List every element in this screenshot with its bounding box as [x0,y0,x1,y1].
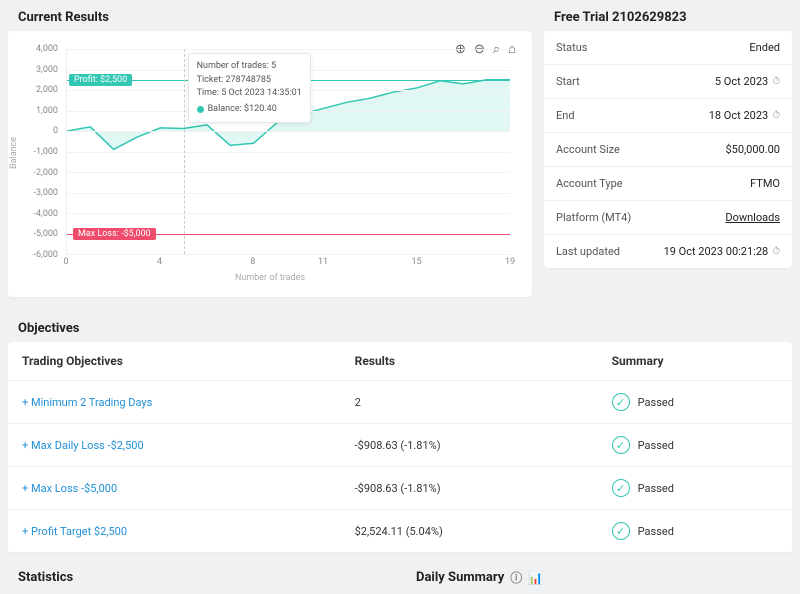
y-tick: 2,000 [36,85,58,95]
objective-link[interactable]: Max Loss -$5,000 [22,482,117,495]
objective-result: -$908.63 (-1.81%) [355,439,612,452]
objective-row: Max Daily Loss -$2,500 -$908.63 (-1.81%)✓… [8,424,792,467]
y-tick: -1,000 [34,147,59,157]
trial-row: Start 5 Oct 2023 ⏱ [544,65,792,99]
objective-result: 2 [355,396,612,409]
clock-icon: ⏱ [772,76,780,87]
y-tick: -3,000 [34,188,59,198]
trial-value: $50,000.00 [725,143,780,156]
trial-label: Account Size [556,143,620,156]
trial-row: Account Type FTMO [544,167,792,201]
check-icon: ✓ [612,436,630,454]
check-icon: ✓ [612,479,630,497]
objective-row: Max Loss -$5,000 -$908.63 (-1.81%)✓ Passed [8,467,792,510]
check-icon: ✓ [612,522,630,540]
profit-target-badge: Profit: $2,500 [69,74,132,86]
trial-row: End 18 Oct 2023 ⏱ [544,99,792,133]
objective-link[interactable]: Minimum 2 Trading Days [22,396,152,409]
x-axis-label: Number of trades [22,273,518,283]
y-tick: 3,000 [36,65,58,75]
downloads-link[interactable]: Downloads [725,211,780,224]
chart-panel: ⊕ ⊖ ⌕ ⌂ Balance 4,0003,0002,0001,0000-1,… [8,31,532,297]
check-icon: ✓ [612,393,630,411]
objective-link[interactable]: Profit Target $2,500 [22,525,127,538]
x-tick: 4 [157,257,162,267]
current-results-title: Current Results [8,0,532,31]
objective-summary: Passed [638,439,674,452]
x-tick: 11 [318,257,328,267]
objective-summary: Passed [638,482,674,495]
objective-row: Minimum 2 Trading Days 2✓ Passed [8,381,792,424]
objectives-header-b: Results [355,354,612,368]
objective-result: $2,524.11 (5.04%) [355,525,612,538]
objective-summary: Passed [638,525,674,538]
trial-row: Status Ended [544,31,792,65]
trial-label: Status [556,41,587,54]
trial-label: Platform (MT4) [556,211,631,224]
chart-tooltip: Number of trades: 5Ticket: 278748785Time… [188,53,311,123]
trial-label: End [556,109,575,122]
trial-row: Last updated 19 Oct 2023 00:21:28⏱ [544,235,792,268]
trial-value: FTMO [750,177,780,190]
trial-label: Account Type [556,177,623,190]
max-loss-badge: Max Loss: -$5,000 [73,228,156,240]
free-trial-title: Free Trial 2102629823 [544,0,792,31]
trial-value: 5 Oct 2023 [715,75,768,88]
x-tick: 8 [250,257,255,267]
objective-link[interactable]: Max Daily Loss -$2,500 [22,439,144,452]
y-tick: -6,000 [34,250,59,260]
x-tick: 19 [505,257,515,267]
y-tick: -2,000 [34,168,59,178]
y-tick: 0 [53,126,58,136]
chart-area: Balance 4,0003,0002,0001,0000-1,000-2,00… [22,49,518,279]
objectives-header-a: Trading Objectives [22,354,355,368]
trial-panel: Status Ended Start 5 Oct 2023 ⏱ End 18 Oct 202… [544,31,792,268]
objective-result: -$908.63 (-1.81%) [355,482,612,495]
trial-value: Ended [749,41,780,54]
trial-row: Account Size $50,000.00 [544,133,792,167]
objectives-table: Trading Objectives Results Summary Minim… [8,342,792,553]
trial-value: 19 Oct 2023 00:21:28 [664,245,769,258]
y-axis-label: Balance [9,137,19,169]
y-tick: 1,000 [36,106,58,116]
objectives-title: Objectives [8,311,792,342]
info-icon[interactable]: ⓘ [510,569,522,586]
y-tick: -5,000 [34,229,59,239]
x-tick: 0 [63,257,68,267]
objective-row: Profit Target $2,500 $2,524.11 (5.04%)✓ Pa… [8,510,792,553]
clock-icon: ⏱ [772,246,780,257]
x-tick: 15 [411,257,421,267]
objective-summary: Passed [638,396,674,409]
trial-value: 18 Oct 2023 [709,109,768,122]
trial-label: Last updated [556,245,620,258]
y-tick: 4,000 [36,44,58,54]
y-tick: -4,000 [34,209,59,219]
trial-label: Start [556,75,580,88]
clock-icon: ⏱ [772,110,780,121]
trial-row: Platform (MT4) Downloads [544,201,792,235]
objectives-header-c: Summary [612,354,778,368]
